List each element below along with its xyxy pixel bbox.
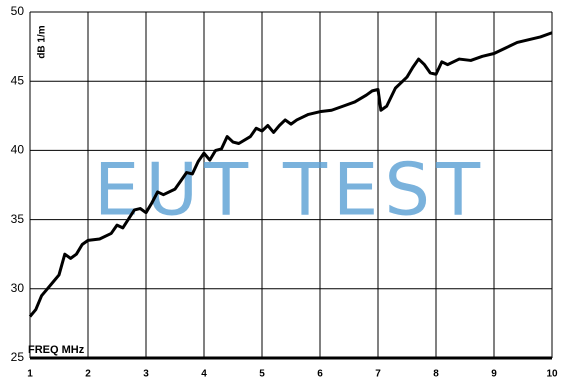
y-axis-label: dB 1/m xyxy=(37,25,48,58)
watermark: EUT TEST xyxy=(94,148,486,232)
x-tick-label: 1 xyxy=(27,369,33,380)
y-tick-label: 40 xyxy=(11,143,25,157)
y-tick-label: 25 xyxy=(11,350,25,364)
y-tick-label: 35 xyxy=(11,212,25,226)
x-tick-label: 4 xyxy=(201,369,207,380)
x-tick-label: 9 xyxy=(491,369,497,380)
x-tick-label: 2 xyxy=(85,369,91,380)
x-tick-label: 8 xyxy=(433,369,439,380)
x-tick-label: 10 xyxy=(546,369,558,380)
x-tick-label: 6 xyxy=(317,369,323,380)
x-axis-label: FREQ MHz xyxy=(28,344,85,356)
y-tick-label: 45 xyxy=(11,73,25,87)
y-tick-label: 30 xyxy=(11,281,25,295)
x-tick-label: 7 xyxy=(375,369,381,380)
y-tick-label: 50 xyxy=(11,4,25,18)
x-tick-label: 5 xyxy=(259,369,265,380)
x-tick-label: 3 xyxy=(143,369,149,380)
data-line xyxy=(28,31,553,318)
